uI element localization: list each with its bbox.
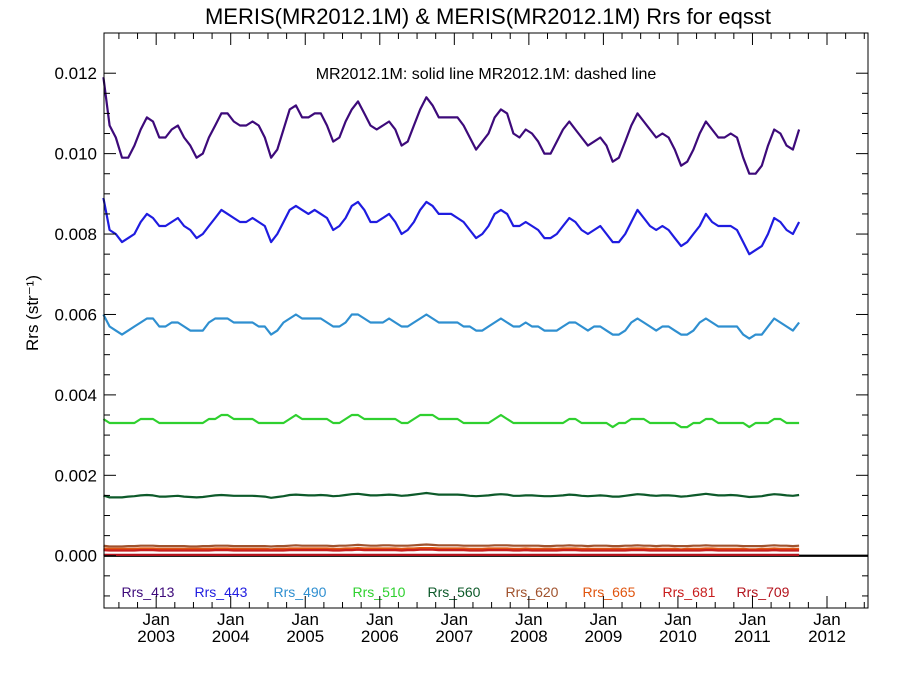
y-tick-label: 0.010 (54, 145, 97, 164)
series-line-rrs-665 (103, 546, 800, 551)
x-tick-label-month: Jan (441, 610, 468, 629)
legend-item-rrs-490: Rrs_490 (274, 584, 327, 600)
y-tick-label: 0.012 (54, 64, 97, 83)
x-tick-label-month: Jan (366, 610, 393, 629)
series-line-rrs-681 (103, 548, 800, 552)
chart-title: MERIS(MR2012.1M) & MERIS(MR2012.1M) Rrs … (205, 4, 771, 29)
x-tick-label-year: 2010 (659, 627, 697, 646)
x-tick-label-year: 2006 (361, 627, 399, 646)
x-tick-label-year: 2011 (734, 627, 771, 646)
y-tick-label: 0.000 (54, 547, 97, 566)
x-tick-label-year: 2009 (584, 627, 622, 646)
x-tick-label-month: Jan (292, 610, 319, 629)
legend-item-rrs-443: Rrs_443 (195, 584, 248, 600)
series-line-rrs-490 (102, 313, 800, 340)
x-tick-label-year: 2005 (286, 627, 324, 646)
x-tick-label-year: 2004 (212, 627, 250, 646)
x-tick-label-year: 2012 (808, 627, 846, 646)
line-style-annotation: MR2012.1M: solid line MR2012.1M: dashed … (316, 66, 657, 83)
legend-item-rrs-510: Rrs_510 (353, 584, 406, 600)
x-tick-label-month: Jan (515, 610, 542, 629)
x-tick-label-month: Jan (217, 610, 244, 629)
series-line-rrs-560 (103, 491, 800, 499)
legend-item-rrs-681: Rrs_681 (663, 584, 716, 600)
legend-item-rrs-413: Rrs_413 (122, 584, 175, 600)
x-tick-label-year: 2008 (510, 627, 548, 646)
legend: Rrs_413 Rrs_443 Rrs_490 Rrs_510 Rrs_560 Rrs_6… (122, 584, 790, 600)
y-axis-label: Rrs (str⁻¹) (23, 275, 42, 351)
axes: 0.0000.0020.0040.0060.0080.0100.012Jan20… (54, 32, 869, 646)
series-line-rrs-510 (102, 413, 800, 429)
x-tick-label-month: Jan (813, 610, 840, 629)
legend-item-rrs-709: Rrs_709 (737, 584, 790, 600)
x-tick-label-month: Jan (664, 610, 691, 629)
series-line-rrs-620 (103, 543, 800, 548)
legend-item-rrs-560: Rrs_560 (428, 584, 481, 600)
legend-item-rrs-620: Rrs_620 (506, 584, 559, 600)
plot-frame (103, 32, 869, 609)
legend-item-rrs-665: Rrs_665 (583, 584, 636, 600)
y-tick-label: 0.002 (54, 466, 97, 485)
y-tick-label: 0.008 (54, 225, 97, 244)
y-tick-label: 0.004 (54, 386, 97, 405)
x-tick-label-month: Jan (739, 610, 766, 629)
x-tick-label-month: Jan (142, 610, 169, 629)
series-line-rrs-413 (102, 77, 801, 175)
y-tick-label: 0.006 (54, 305, 97, 324)
x-tick-label-month: Jan (590, 610, 617, 629)
x-tick-label-year: 2007 (435, 627, 473, 646)
x-tick-label-year: 2003 (137, 627, 175, 646)
plot-area (102, 77, 868, 557)
series-line-rrs-443 (102, 197, 801, 256)
